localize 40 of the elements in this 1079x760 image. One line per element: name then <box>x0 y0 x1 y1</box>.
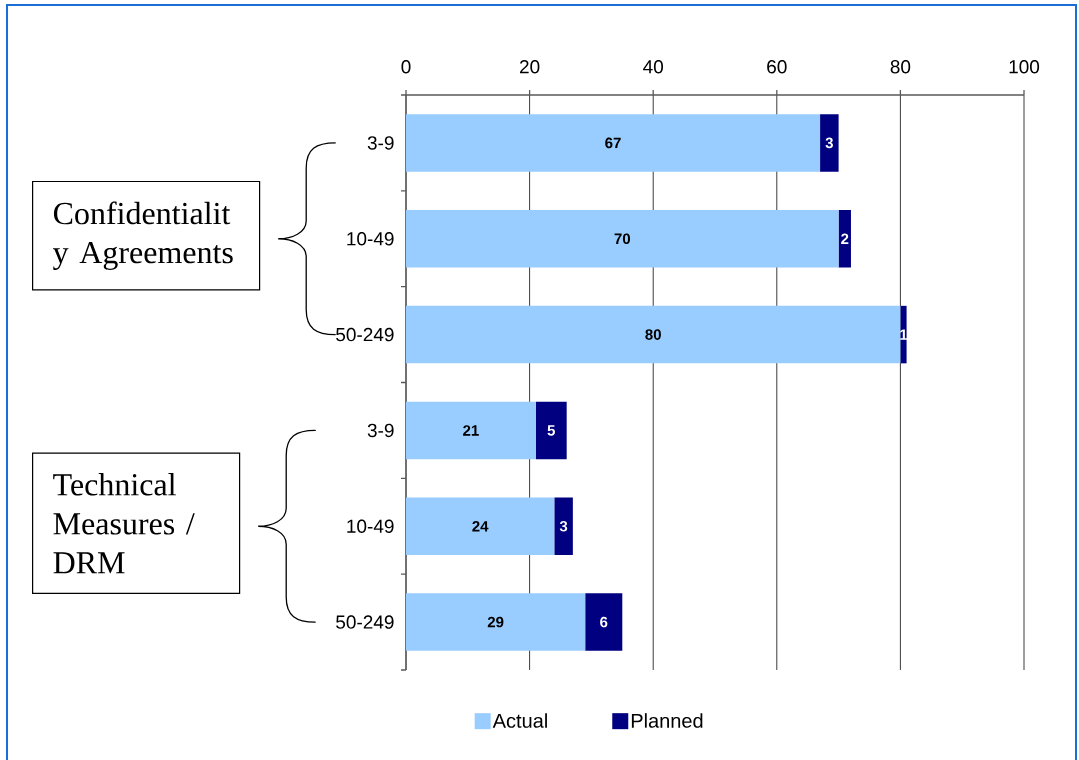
bar <box>406 305 901 364</box>
y-tick-label: 3-9 <box>367 136 394 150</box>
data-label: 5 <box>547 425 555 436</box>
bar <box>585 593 623 651</box>
x-tick-label: 0 <box>401 60 411 74</box>
bar <box>820 114 839 172</box>
data-label: 70 <box>614 233 631 245</box>
data-label: 67 <box>605 137 621 149</box>
y-tick-label: 50-249 <box>336 615 394 629</box>
data-label: 80 <box>645 329 661 340</box>
data-label: 2 <box>841 233 849 244</box>
data-label: 21 <box>463 425 479 436</box>
x-tick-label: 40 <box>643 60 664 74</box>
bar <box>406 401 536 460</box>
legend-label: Planned <box>631 713 703 728</box>
y-tick-label: 10-49 <box>347 232 394 246</box>
x-tick-label: 60 <box>767 60 787 74</box>
bar <box>838 210 851 268</box>
data-label: 3 <box>825 137 833 149</box>
y-tick-label: 3-9 <box>367 423 394 438</box>
y-tick-label: 10-49 <box>347 519 394 533</box>
bar <box>406 210 839 268</box>
data-label: 6 <box>600 616 608 628</box>
text: Confidentialit y Agreements <box>53 201 233 270</box>
bar <box>406 593 586 651</box>
x-tick-label: 100 <box>1009 60 1040 74</box>
legend-label: Actual <box>492 713 547 728</box>
text: Technical Measures / DRM <box>53 473 195 574</box>
data-label: 3 <box>559 520 568 532</box>
bar <box>900 305 907 364</box>
bar <box>554 497 573 555</box>
bar <box>535 401 567 460</box>
x-tick-label: 80 <box>890 60 911 74</box>
bar <box>406 114 821 172</box>
data-label: 1 <box>900 329 908 340</box>
y-tick-label: 50-249 <box>336 327 394 342</box>
data-label: 29 <box>487 616 504 628</box>
data-label: 24 <box>472 521 489 532</box>
x-tick-label: 20 <box>520 60 540 74</box>
bar <box>406 497 555 555</box>
